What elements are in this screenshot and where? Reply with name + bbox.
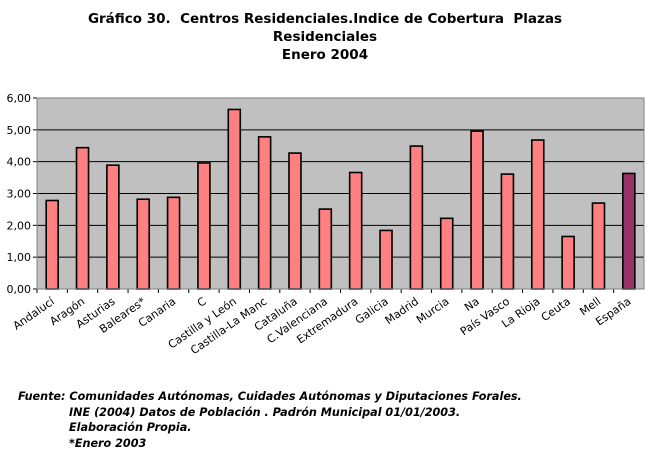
source-line-3: Elaboración Propia. — [69, 421, 192, 434]
plot-border — [36, 97, 645, 290]
bar-murcia — [439, 217, 454, 290]
source-line-1: Fuente: Comunidades Autónomas, Cuidades … — [18, 390, 522, 403]
x-tick-label: Andalucí — [11, 294, 58, 332]
x-tick-label: C — [195, 295, 209, 310]
x-tick-label: Ceuta — [539, 295, 573, 324]
bar-melilla — [591, 202, 606, 290]
bar-chart: 0,001,002,003,004,005,006,00AndalucíArag… — [7, 92, 645, 357]
chart-title-line-2: Residenciales — [272, 29, 378, 45]
bar-pa-s-vasco — [500, 173, 515, 290]
bar-navarra — [470, 130, 484, 290]
source-line-4: *Enero 2003 — [69, 436, 147, 450]
source-line-2: INE (2004) Datos de Población . Padrón M… — [69, 405, 461, 419]
y-tick-label: 0,00 — [7, 283, 32, 296]
x-tick-label: Madrid — [383, 295, 421, 327]
bar-canarias — [166, 196, 181, 290]
bar-madrid — [409, 145, 424, 290]
bar-ceuta — [561, 235, 575, 290]
y-tick-label: 1,00 — [7, 251, 32, 264]
bar-andaluc-a — [45, 199, 59, 290]
y-tick-label: 2,00 — [7, 219, 32, 232]
chart-title: Gráfico 30. Centros Residenciales.Indice… — [0, 10, 650, 64]
y-tick-label: 4,00 — [7, 156, 32, 169]
bar-c-valenciana — [318, 208, 333, 290]
y-tick-label: 6,00 — [7, 92, 32, 105]
bar-castilla-la-mancha — [257, 136, 272, 290]
bar-c — [197, 162, 211, 290]
x-tick-label: Murcia — [414, 295, 451, 327]
bar-espa-a — [622, 172, 636, 290]
bar-arag-n — [75, 146, 90, 290]
bar-la-rioja — [530, 139, 545, 290]
y-tick-label: 3,00 — [7, 188, 32, 201]
bar-asturias — [106, 164, 120, 290]
bar-castilla-y-le-n — [227, 108, 242, 290]
x-tick-label: Na — [462, 295, 482, 314]
bar-baleares- — [136, 198, 151, 290]
x-tick-label: Galicia — [353, 295, 391, 327]
bar-galicia — [379, 229, 393, 290]
bar-extremadura — [348, 171, 363, 290]
bar-catalu-a — [288, 152, 302, 290]
source-note: Fuente: Comunidades Autónomas, Cuidades … — [18, 389, 522, 451]
chart-title-line-1: Gráfico 30. Centros Residenciales.Indice… — [87, 11, 563, 27]
y-tick-label: 5,00 — [7, 124, 32, 137]
chart-title-line-3: Enero 2004 — [281, 47, 369, 63]
